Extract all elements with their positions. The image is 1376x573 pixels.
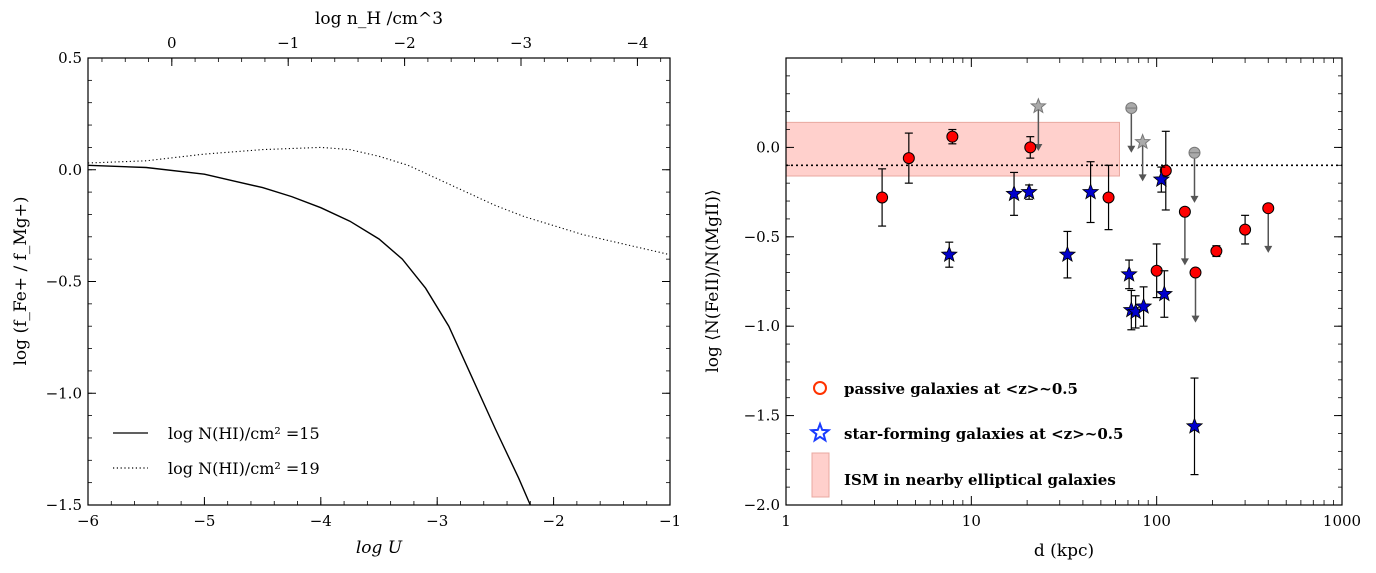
left-top-xtick-label: −2: [394, 34, 416, 52]
left-top-xtick-label: −1: [277, 34, 299, 52]
right-ytick-label: −1.5: [744, 407, 780, 425]
left-xtick-label: −5: [193, 512, 215, 530]
left-ylabel: log (f_Fe+ / f_Mg+): [11, 196, 31, 365]
left-xlabel-text: log U: [356, 538, 403, 558]
right-ytick-label: 0.0: [756, 138, 780, 156]
gray-limit-arrowhead: [1127, 145, 1136, 153]
right-chart: 1 10 100 1000 −2.0 −1.5 −1.0 −0.5 0.0 d (kpc) lo…: [703, 57, 1361, 561]
passive-point-marker: [902, 152, 915, 165]
left-ytick-label: −0.5: [46, 273, 82, 291]
right-legend: passive galaxies at <z>~0.5 star-forming…: [808, 380, 1123, 498]
sf-point-star-marker: [1058, 245, 1077, 263]
sf-point-star-marker: [1120, 265, 1138, 282]
sf-point-star-marker: [1005, 184, 1023, 202]
passive-limit-marker: [1262, 202, 1275, 215]
right-plot-frame: [785, 57, 1343, 506]
sf-point-star-marker: [1134, 297, 1153, 314]
right-ylabel-text: log ⟨N(FeII)/N(MgII)⟩: [703, 189, 723, 372]
left-ytick-label: 0.5: [58, 49, 82, 67]
gray-limit-star-marker: [1029, 97, 1047, 114]
legend-passive-marker: [813, 381, 827, 395]
left-top-xlabel: log n_H /cm^3: [315, 9, 443, 29]
legend-ism-swatch: [811, 452, 830, 498]
passive-point-marker: [876, 191, 889, 204]
svg-text:log U: log U: [356, 538, 403, 558]
legend-sf-label: star-forming galaxies at <z>~0.5: [844, 425, 1123, 443]
left-series-dotted-line: [87, 146, 671, 256]
left-ytick-label: −1.5: [46, 496, 82, 514]
passive-limit-arrowhead: [1180, 258, 1189, 266]
right-xlabel-text: d (kpc): [1034, 541, 1094, 561]
left-top-xtick-label: −3: [510, 34, 532, 52]
passive-limit-arrowhead: [1191, 315, 1200, 323]
right-ytick-label: −2.0: [744, 496, 780, 514]
left-legend: log N(HI)/cm² =15 log N(HI)/cm² =19: [113, 424, 320, 478]
sf-point-star-marker: [1081, 182, 1100, 200]
left-xtick-label: −4: [310, 512, 332, 530]
right-ylabel: log ⟨N(FeII)/N(MgII)⟩: [703, 189, 723, 372]
passive-point-marker: [946, 130, 959, 143]
left-top-xlabel-text: log n_H /cm^3: [315, 9, 443, 29]
left-xtick-label: −2: [543, 512, 565, 530]
sf-point-star-marker: [1152, 170, 1171, 187]
passive-limit-marker: [1178, 205, 1191, 218]
left-chart: −6 −5 −4 −3 −2 −1−1.5−1.0−0.50.00.50 −1 −2 −3 −4 …: [11, 9, 681, 558]
right-xtick-label: 10: [962, 512, 981, 530]
passive-point-marker: [1239, 223, 1252, 236]
right-xtick-label: 1000: [1323, 512, 1361, 530]
passive-limit-marker: [1189, 266, 1202, 279]
left-series-solid-line: [87, 164, 531, 506]
left-xtick-label: −3: [426, 512, 448, 530]
passive-limit-arrowhead: [1264, 245, 1273, 253]
gray-limit-arrowhead: [1190, 195, 1199, 203]
gray-limit-arrowhead: [1034, 143, 1043, 151]
left-ytick-label: 0.0: [58, 161, 82, 179]
left-xtick-label: −6: [77, 512, 99, 530]
right-xtick-label: 100: [1142, 512, 1171, 530]
left-ytick-label: −1.0: [46, 384, 82, 402]
passive-point-marker: [1024, 141, 1037, 154]
legend-solid-label: log N(HI)/cm² =15: [168, 424, 320, 443]
right-ytick-label: −1.0: [744, 317, 780, 335]
sf-point-star-marker: [1185, 417, 1204, 434]
sf-point-star-marker: [940, 245, 958, 263]
left-ylabel-text: log (f_Fe+ / f_Mg+): [11, 196, 31, 365]
sf-point-star-marker: [1155, 284, 1174, 302]
legend-sf-star-icon: [808, 421, 832, 443]
right-xtick-label: 1: [781, 512, 791, 530]
left-top-xtick-label: −4: [626, 34, 648, 52]
right-xlabel: d (kpc): [1034, 541, 1094, 561]
legend-ism-label: ISM in nearby elliptical galaxies: [844, 471, 1116, 489]
sf-point-star-marker: [1020, 182, 1038, 200]
passive-point-marker: [1159, 164, 1172, 177]
passive-point-marker: [1102, 191, 1115, 204]
left-xlabel: log U: [356, 538, 403, 558]
gray-limit-arrowhead: [1138, 174, 1147, 182]
right-ytick-label: −0.5: [744, 228, 780, 246]
left-xtick-label: −1: [659, 512, 681, 530]
legend-passive-label: passive galaxies at <z>~0.5: [844, 380, 1078, 398]
legend-dotted-label: log N(HI)/cm² =19: [168, 459, 320, 478]
left-top-xtick-label: 0: [167, 34, 177, 52]
passive-point-marker: [1210, 245, 1223, 258]
gray-limit-star-marker: [1134, 133, 1152, 150]
